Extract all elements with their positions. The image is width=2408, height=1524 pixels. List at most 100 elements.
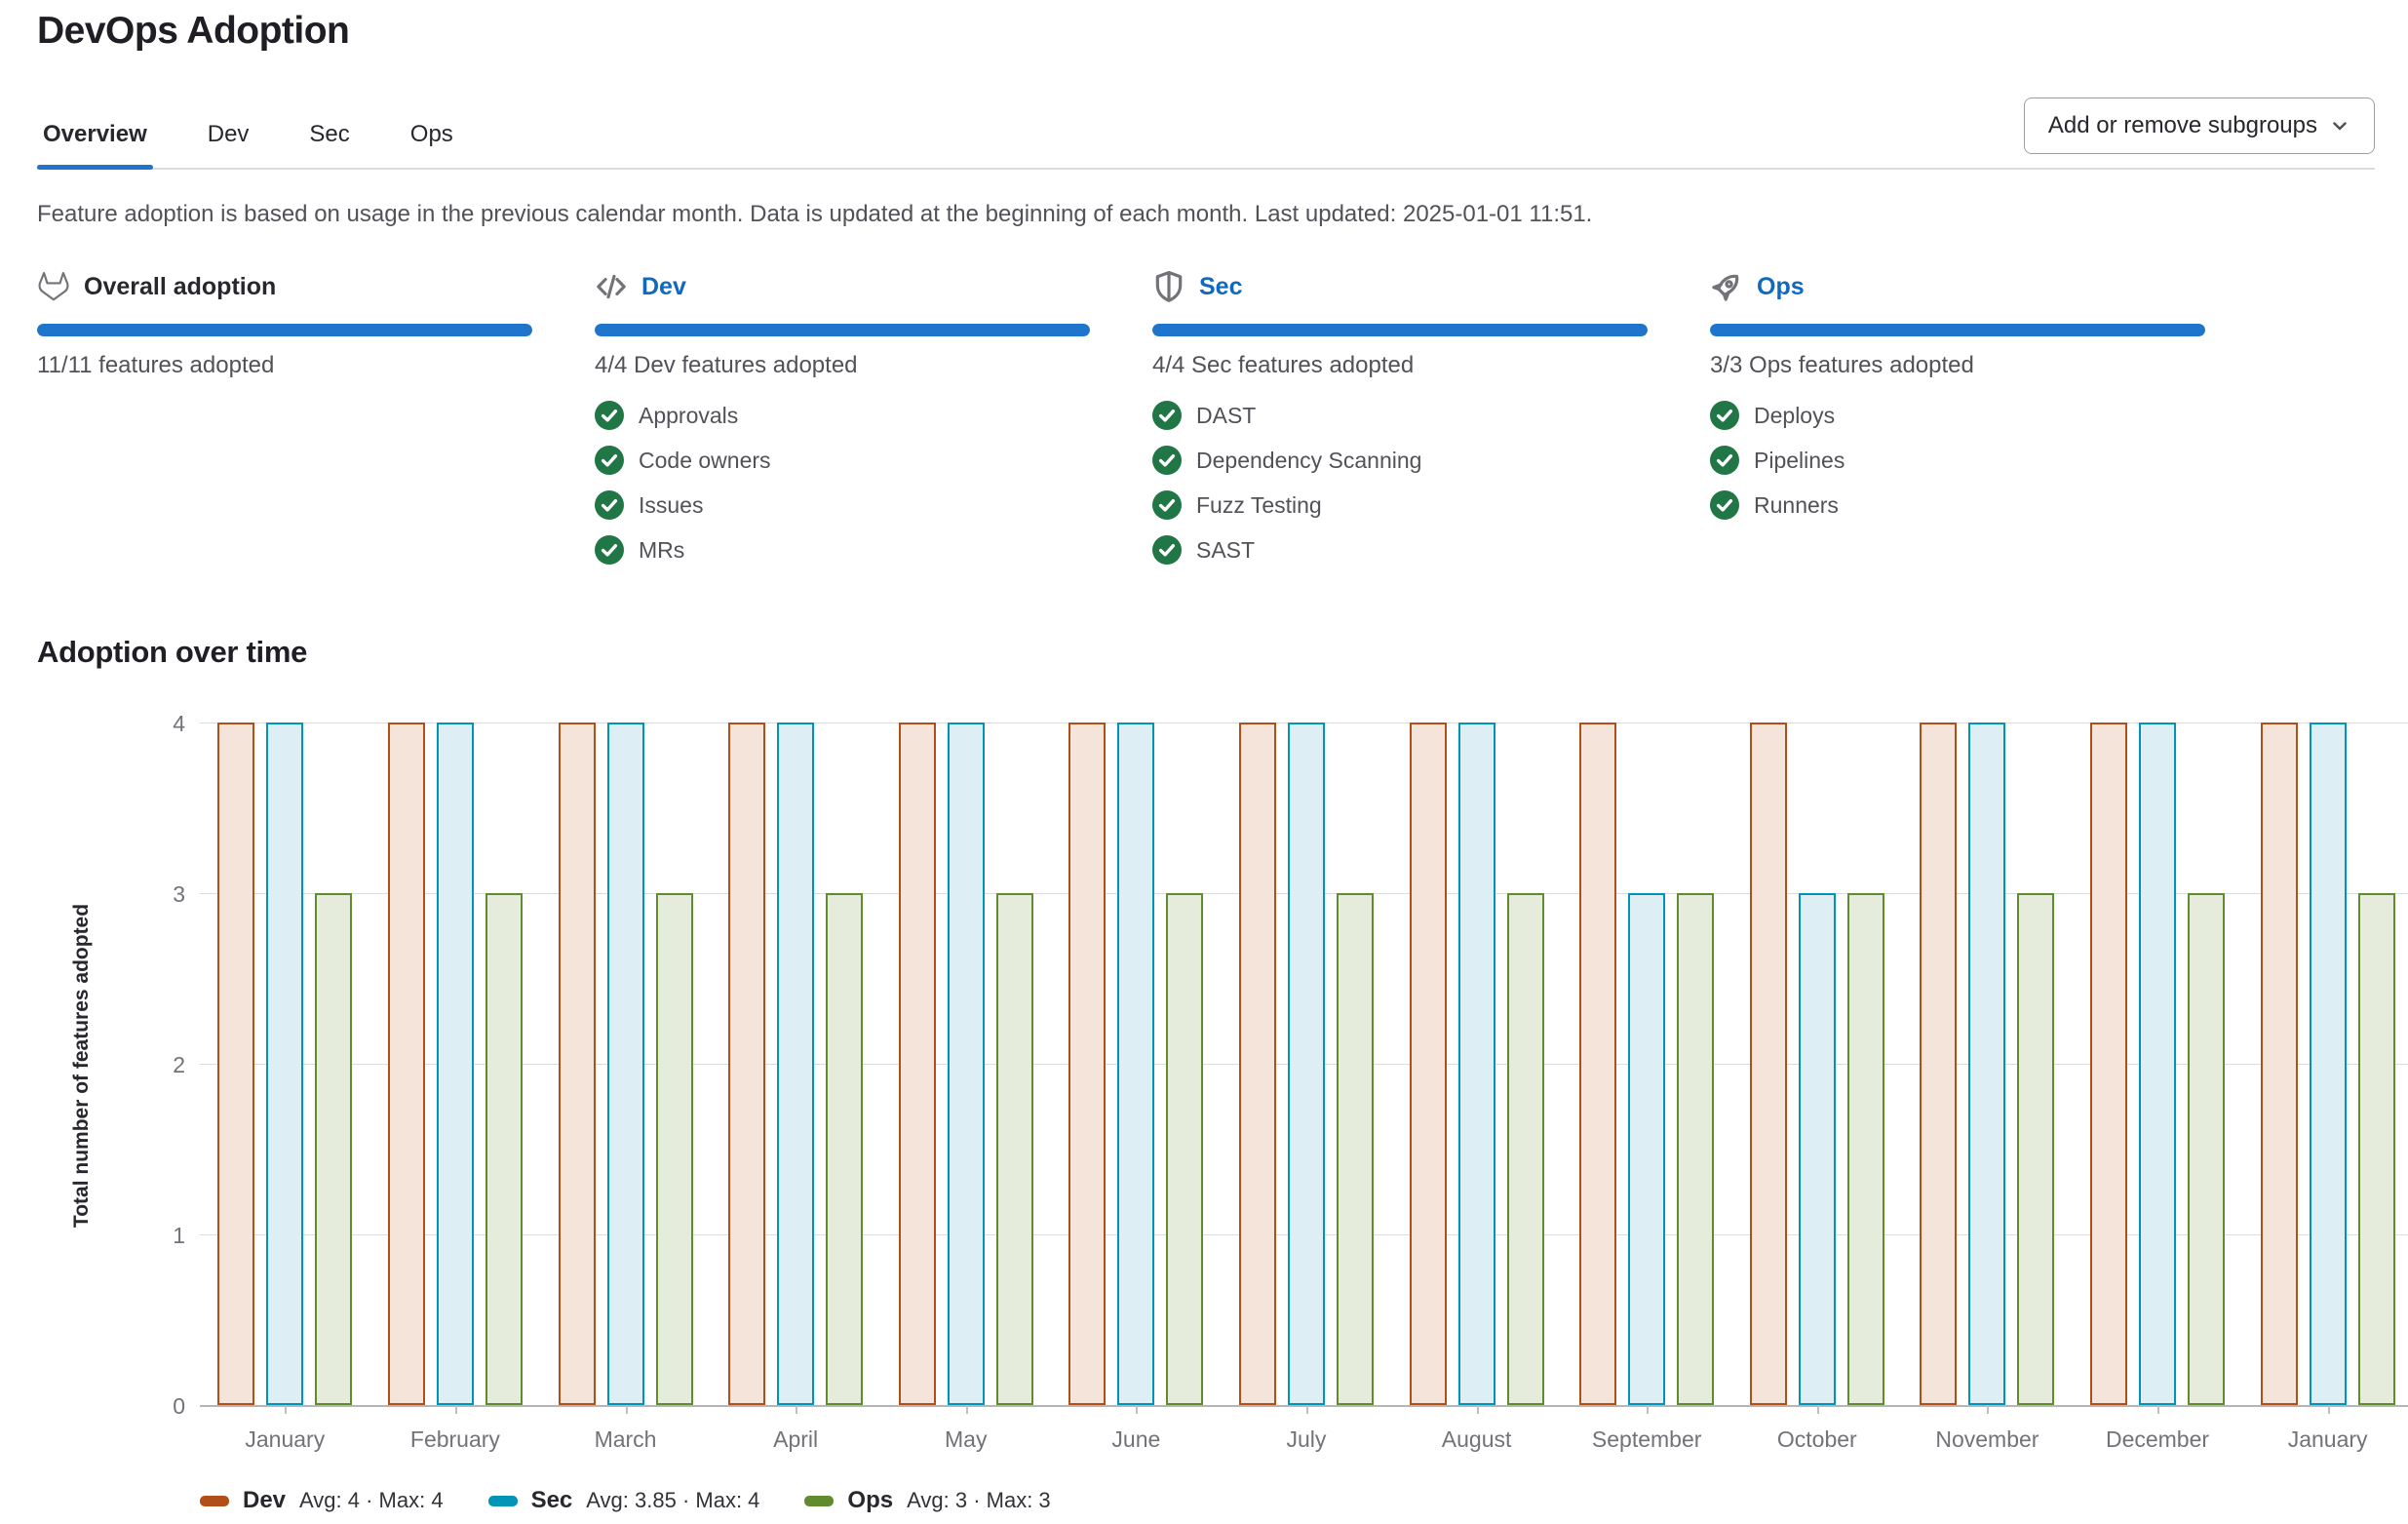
tabs: Overview Dev Sec Ops [37, 107, 459, 170]
bar-dev-february[interactable] [387, 723, 425, 1405]
check-circle-icon [1710, 490, 1739, 520]
tab-sec[interactable]: Sec [309, 121, 350, 147]
feature-label: Fuzz Testing [1196, 491, 1322, 518]
x-axis-label: November [1935, 1426, 2039, 1452]
card-header: Dev [595, 267, 1090, 306]
feature-item: Pipelines [1710, 446, 2205, 475]
bar-sec-january[interactable] [2309, 723, 2347, 1405]
feature-item: DAST [1152, 401, 1648, 430]
tab-ops[interactable]: Ops [409, 121, 453, 147]
card-header: Sec [1152, 267, 1648, 306]
x-axis-tick [285, 1405, 288, 1414]
bar-dev-april[interactable] [728, 723, 766, 1405]
adoption-card-ops: Ops 3/3 Ops features adopted Deploys Pipeli… [1710, 267, 2205, 580]
bar-ops-november[interactable] [2017, 893, 2055, 1405]
bar-sec-december[interactable] [2139, 723, 2177, 1405]
bar-dev-march[interactable] [558, 723, 596, 1405]
add-remove-subgroups-button[interactable]: Add or remove subgroups [2023, 98, 2375, 154]
bar-dev-september[interactable] [1579, 723, 1617, 1405]
bar-sec-february[interactable] [436, 723, 474, 1405]
card-title-sec[interactable]: Sec [1199, 272, 1243, 300]
bar-dev-may[interactable] [898, 723, 936, 1405]
x-axis: January February March April May June July Augu… [200, 1426, 2408, 1453]
x-axis-tick [1476, 1405, 1479, 1414]
check-circle-icon [595, 401, 624, 430]
check-circle-icon [595, 535, 624, 565]
x-axis-tick [2327, 1405, 2330, 1414]
code-icon [595, 270, 628, 303]
x-axis-label: March [594, 1426, 657, 1452]
legend-item-ops[interactable]: Ops Avg: 3 · Max: 3 [804, 1487, 1051, 1514]
legend-series-stats: Avg: 3 · Max: 3 [907, 1488, 1051, 1512]
feature-label: Issues [639, 491, 704, 518]
legend-swatch-sec [487, 1495, 518, 1506]
feature-item: Runners [1710, 490, 2205, 520]
bar-sec-september[interactable] [1628, 893, 1666, 1405]
feature-item: Deploys [1710, 401, 2205, 430]
feature-label: Deploys [1754, 402, 1836, 428]
tab-overview[interactable]: Overview [37, 107, 153, 170]
x-axis-tick [1647, 1405, 1650, 1414]
chevron-down-icon [2329, 115, 2350, 137]
bar-ops-may[interactable] [995, 893, 1033, 1405]
bar-ops-december[interactable] [2188, 893, 2226, 1405]
feature-label: Dependency Scanning [1196, 447, 1422, 473]
bar-dev-june[interactable] [1068, 723, 1107, 1405]
bar-ops-april[interactable] [826, 893, 864, 1405]
feature-item: Approvals [595, 401, 1090, 430]
bar-ops-march[interactable] [655, 893, 693, 1405]
bar-sec-october[interactable] [1798, 893, 1836, 1405]
bar-dev-january[interactable] [217, 723, 255, 1405]
card-title-dev[interactable]: Dev [641, 272, 686, 300]
bar-sec-april[interactable] [777, 723, 815, 1405]
legend-swatch-dev [200, 1495, 229, 1506]
feature-item: MRs [595, 535, 1090, 565]
bar-sec-may[interactable] [947, 723, 985, 1405]
legend-item-dev[interactable]: Dev Avg: 4 · Max: 4 [200, 1487, 444, 1514]
legend-item-sec[interactable]: Sec Avg: 3.85 · Max: 4 [487, 1487, 759, 1514]
adoption-summary-dev: 4/4 Dev features adopted [595, 352, 858, 378]
bar-sec-june[interactable] [1117, 723, 1155, 1405]
bar-ops-october[interactable] [1846, 893, 1884, 1405]
bar-ops-september[interactable] [1677, 893, 1715, 1405]
x-axis-tick [965, 1405, 968, 1414]
x-axis-label: September [1591, 1426, 1702, 1452]
bar-dev-august[interactable] [1409, 723, 1447, 1405]
bar-dev-january[interactable] [2260, 723, 2298, 1405]
bar-dev-october[interactable] [1749, 723, 1787, 1405]
x-axis-label: February [409, 1426, 500, 1452]
y-axis-tick-label: 2 [173, 1052, 185, 1077]
bar-sec-january[interactable] [266, 723, 304, 1405]
chart-plot-area [200, 723, 2408, 1414]
check-circle-icon [1710, 401, 1739, 430]
x-axis-tick [625, 1405, 628, 1414]
y-axis-title: Total number of features adopted [70, 903, 93, 1229]
bar-dev-december[interactable] [2090, 723, 2128, 1405]
tab-dev[interactable]: Dev [207, 121, 250, 147]
card-title-overall: Overall adoption [84, 272, 277, 300]
x-axis-tick [1136, 1405, 1139, 1414]
x-axis-label: October [1776, 1426, 1857, 1452]
rocket-icon [1710, 270, 1743, 303]
legend-series-stats: Avg: 4 · Max: 4 [299, 1488, 444, 1512]
bar-sec-november[interactable] [1968, 723, 2006, 1405]
bar-ops-july[interactable] [1337, 893, 1374, 1405]
bar-ops-january[interactable] [315, 893, 353, 1405]
bar-dev-november[interactable] [1920, 723, 1958, 1405]
bar-ops-february[interactable] [485, 893, 523, 1405]
adoption-card-sec: Sec 4/4 Sec features adopted DAST Dependenc… [1152, 267, 1648, 580]
bar-ops-january[interactable] [2357, 893, 2395, 1405]
feature-item: SAST [1152, 535, 1648, 565]
bar-sec-august[interactable] [1457, 723, 1495, 1405]
feature-label: SAST [1196, 536, 1256, 563]
bar-dev-july[interactable] [1239, 723, 1276, 1405]
bar-ops-june[interactable] [1166, 893, 1204, 1405]
feature-item: Dependency Scanning [1152, 446, 1648, 475]
legend-series-name: Sec [530, 1487, 573, 1513]
bar-sec-march[interactable] [606, 723, 644, 1405]
bar-sec-july[interactable] [1288, 723, 1325, 1405]
feature-list-dev: Approvals Code owners Issues MRs [595, 401, 1090, 565]
bar-ops-august[interactable] [1506, 893, 1544, 1405]
card-title-ops[interactable]: Ops [1757, 272, 1805, 300]
x-axis-label: May [945, 1426, 988, 1452]
